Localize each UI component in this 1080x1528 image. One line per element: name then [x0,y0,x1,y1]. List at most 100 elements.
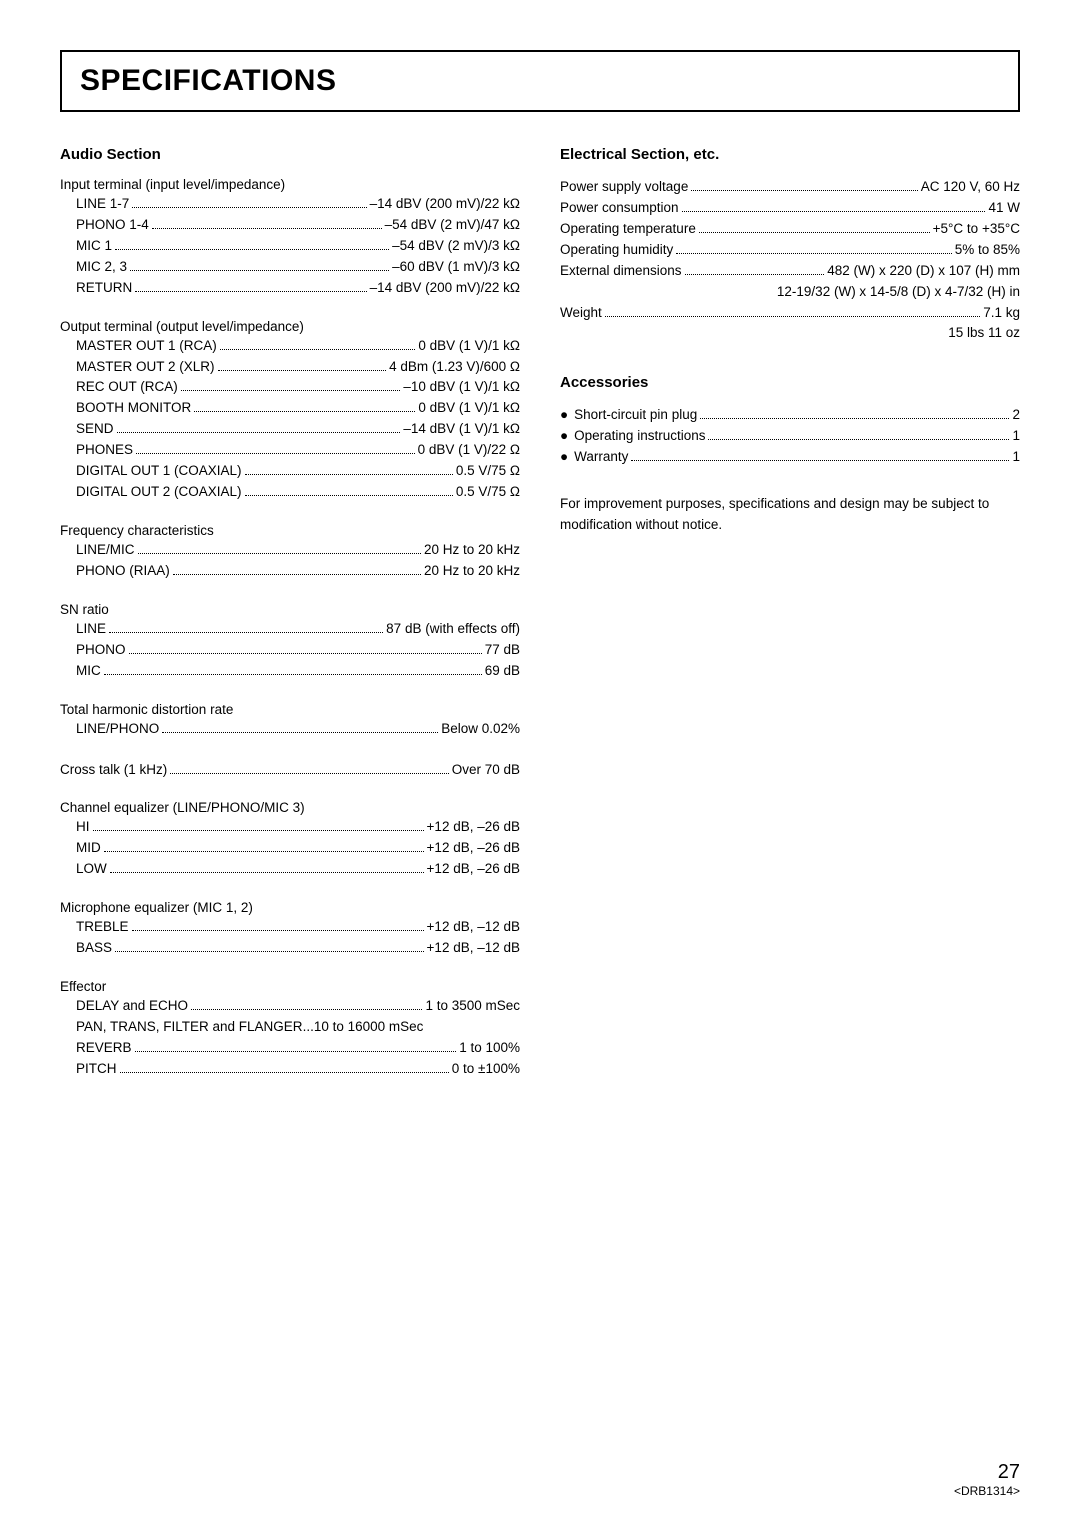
spec-value: 0 dBV (1 V)/1 kΩ [418,336,520,357]
spec-group: Cross talk (1 kHz)Over 70 dB [60,760,520,781]
spec-label: External dimensions [560,261,682,282]
accessory-row: ●Warranty1 [560,447,1020,468]
spec-row: TREBLE +12 dB, –12 dB [60,917,520,938]
spec-value: Over 70 dB [452,760,520,781]
spec-row: DIGITAL OUT 1 (COAXIAL) 0.5 V/75 Ω [60,461,520,482]
spec-row: HI +12 dB, –26 dB [60,817,520,838]
spec-label: Weight [560,303,602,324]
spec-value: Below 0.02% [441,719,520,740]
spec-value: +12 dB, –26 dB [427,838,520,859]
spec-row: MID +12 dB, –26 dB [60,838,520,859]
spec-label: MIC [76,661,101,682]
accessory-value: 2 [1012,405,1020,426]
spec-row: REC OUT (RCA)–10 dBV (1 V)/1 kΩ [60,377,520,398]
spec-label: HI [76,817,90,838]
spec-value: AC 120 V, 60 Hz [921,177,1020,198]
group-title: Input terminal (input level/impedance) [60,177,520,192]
group-title: Frequency characteristics [60,523,520,538]
right-column: Electrical Section, etc. Power supply vo… [560,140,1020,1100]
accessory-label: Short-circuit pin plug [574,405,697,426]
spec-value: 20 Hz to 20 kHz [424,540,520,561]
audio-section-heading: Audio Section [60,146,520,163]
spec-label: BOOTH MONITOR [76,398,191,419]
spec-label: LINE 1-7 [76,194,129,215]
weight-imperial: 15 lbs 11 oz [560,323,1020,344]
spec-value: –14 dBV (200 mV)/22 kΩ [370,278,520,299]
accessory-label: Operating instructions [574,426,705,447]
spec-row: LINE 1-7 –14 dBV (200 mV)/22 kΩ [60,194,520,215]
spec-row: DIGITAL OUT 2 (COAXIAL)0.5 V/75 Ω [60,482,520,503]
spec-value: 69 dB [485,661,520,682]
spec-row: PAN, TRANS, FILTER and FLANGER ... 10 to… [60,1017,520,1038]
spec-label: PITCH [76,1059,117,1080]
spec-row: PHONO (RIAA)20 Hz to 20 kHz [60,561,520,582]
spec-value: 10 to 16000 mSec [314,1017,424,1038]
spec-label: Operating temperature [560,219,696,240]
spec-value: –54 dBV (2 mV)/3 kΩ [392,236,520,257]
spec-label: Operating humidity [560,240,673,261]
spec-row: MIC 69 dB [60,661,520,682]
spec-value: 0 to ±100% [452,1059,520,1080]
spec-label: MIC 2, 3 [76,257,127,278]
spec-value: –14 dBV (1 V)/1 kΩ [403,419,520,440]
spec-value: +12 dB, –12 dB [427,938,520,959]
spec-value: 0.5 V/75 Ω [456,482,520,503]
spec-value: 87 dB (with effects off) [386,619,520,640]
spec-value: –54 dBV (2 mV)/47 kΩ [385,215,520,236]
accessory-value: 1 [1012,426,1020,447]
group-title: SN ratio [60,602,520,617]
spec-label: Power supply voltage [560,177,688,198]
group-title: Effector [60,979,520,994]
spec-value: 0.5 V/75 Ω [456,461,520,482]
spec-label: PHONO [76,640,126,661]
spec-label: PHONO (RIAA) [76,561,170,582]
spec-label: MASTER OUT 2 (XLR) [76,357,215,378]
spec-value: 482 (W) x 220 (D) x 107 (H) mm [827,261,1020,282]
spec-label: LOW [76,859,107,880]
spec-value: –10 dBV (1 V)/1 kΩ [403,377,520,398]
doc-code: <DRB1314> [954,1484,1020,1498]
group-title: Channel equalizer (LINE/PHONO/MIC 3) [60,800,520,815]
spec-label: DIGITAL OUT 1 (COAXIAL) [76,461,242,482]
spec-row: LINE/MIC 20 Hz to 20 kHz [60,540,520,561]
spec-group: EffectorDELAY and ECHO1 to 3500 mSecPAN,… [60,979,520,1080]
spec-row: LINE 87 dB (with effects off) [60,619,520,640]
spec-value: 0 dBV (1 V)/22 Ω [418,440,520,461]
spec-group: Total harmonic distortion rateLINE/PHONO… [60,702,520,740]
spec-label: LINE/MIC [76,540,135,561]
spec-value: 1 to 3500 mSec [425,996,520,1017]
spec-value: +12 dB, –12 dB [427,917,520,938]
spec-row: Power consumption41 W [560,198,1020,219]
spec-value: 1 to 100% [459,1038,520,1059]
spec-row: LINE/PHONOBelow 0.02% [60,719,520,740]
spec-value: +12 dB, –26 dB [427,859,520,880]
accessory-label: Warranty [574,447,628,468]
spec-row: PHONES 0 dBV (1 V)/22 Ω [60,440,520,461]
spec-row: REVERB1 to 100% [60,1038,520,1059]
spec-value: –60 dBV (1 mV)/3 kΩ [392,257,520,278]
columns: Audio Section Input terminal (input leve… [60,140,1020,1100]
dimensions-imperial: 12-19/32 (W) x 14-5/8 (D) x 4-7/32 (H) i… [560,282,1020,303]
spec-label: TREBLE [76,917,129,938]
accessory-row: ●Short-circuit pin plug2 [560,405,1020,426]
spec-row: Operating humidity5% to 85% [560,240,1020,261]
spec-label: MASTER OUT 1 (RCA) [76,336,217,357]
page-number: 27 [954,1461,1020,1484]
spec-label: LINE [76,619,106,640]
spec-value: –14 dBV (200 mV)/22 kΩ [370,194,520,215]
spec-row: PHONO77 dB [60,640,520,661]
spec-row: Weight7.1 kg [560,303,1020,324]
electrical-group: Power supply voltage AC 120 V, 60 HzPower… [560,177,1020,344]
spec-group: Input terminal (input level/impedance) LI… [60,177,520,299]
left-column: Audio Section Input terminal (input leve… [60,140,520,1100]
spec-label: MID [76,838,101,859]
spec-label: SEND [76,419,114,440]
spec-value: 0 dBV (1 V)/1 kΩ [418,398,520,419]
spec-group: Microphone equalizer (MIC 1, 2)TREBLE+12… [60,900,520,959]
spec-row: Cross talk (1 kHz)Over 70 dB [60,760,520,781]
spec-label: PHONES [76,440,133,461]
spec-row: Operating temperature+5°C to +35°C [560,219,1020,240]
spec-row: BASS+12 dB, –12 dB [60,938,520,959]
spec-value: +12 dB, –26 dB [427,817,520,838]
spec-row: Power supply voltage AC 120 V, 60 Hz [560,177,1020,198]
